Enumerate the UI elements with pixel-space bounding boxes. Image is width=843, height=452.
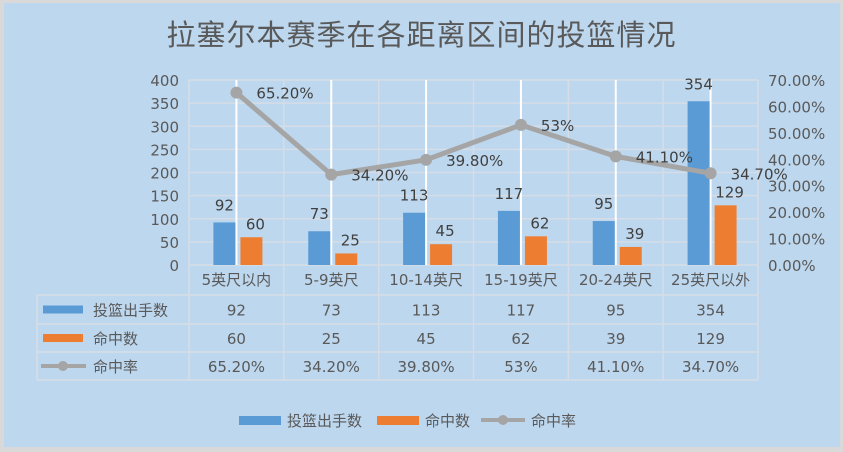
category-label: 25英尺以外 [671, 271, 750, 289]
rate-marker [420, 153, 433, 166]
rate-marker [325, 168, 338, 181]
right-axis-tick: 70.00% [768, 72, 825, 90]
data-label-made: 62 [530, 214, 549, 232]
left-axis-tick: 400 [150, 72, 179, 90]
data-label-made: 25 [341, 231, 360, 249]
right-axis-tick: 10.00% [768, 231, 825, 249]
left-axis-tick: 350 [150, 95, 179, 113]
right-axis-tick: 40.00% [768, 151, 825, 169]
table-row-label: 命中数 [93, 330, 138, 348]
table-cell: 39.80% [397, 358, 454, 376]
data-label-rate: 34.20% [351, 167, 408, 185]
table-cell: 45 [417, 330, 436, 348]
bar-attempts [403, 212, 426, 265]
rate-marker [609, 150, 622, 163]
table-cell: 65.20% [208, 358, 265, 376]
bar-made [240, 237, 263, 265]
right-axis-tick: 20.00% [768, 204, 825, 222]
data-label-made: 45 [436, 222, 455, 240]
table-cell: 62 [511, 330, 530, 348]
left-axis-tick: 0 [169, 257, 179, 275]
table-row-label: 命中率 [93, 358, 138, 376]
legend-label: 命中数 [425, 412, 470, 430]
bar-attempts [213, 222, 236, 265]
bar-attempts [687, 101, 710, 266]
rate-line [234, 90, 712, 178]
table-cell: 34.20% [303, 358, 360, 376]
rate-marker [230, 86, 243, 99]
right-axis-tick: 0.00% [768, 257, 816, 275]
data-label-attempts: 354 [684, 75, 713, 93]
left-axis-tick: 50 [160, 234, 179, 252]
bar-attempts [592, 221, 615, 265]
category-label: 15-19英尺 [484, 271, 558, 289]
left-axis-tick: 100 [150, 211, 179, 229]
legend-swatch [239, 416, 281, 425]
data-label-rate: 39.80% [446, 152, 503, 170]
table-cell: 129 [696, 330, 725, 348]
bar-made [524, 236, 547, 265]
data-label-made: 129 [715, 183, 744, 201]
data-label-rate: 41.10% [636, 148, 693, 166]
table-cell: 95 [606, 302, 625, 320]
legend-label: 投篮出手数 [287, 412, 362, 430]
right-axis-tick: 50.00% [768, 125, 825, 143]
rate-marker [704, 167, 717, 180]
category-label: 20-24英尺 [579, 271, 653, 289]
table-cell: 92 [227, 302, 246, 320]
data-label-rate: 34.70% [731, 165, 788, 183]
table-cell: 39 [606, 330, 625, 348]
table-cell: 34.70% [682, 358, 739, 376]
left-axis-tick: 150 [150, 188, 179, 206]
bar-attempts [308, 231, 331, 265]
data-label-attempts: 117 [495, 185, 524, 203]
right-axis-tick: 60.00% [768, 98, 825, 116]
data-label-made: 60 [246, 215, 265, 233]
chart-title: 拉塞尔本赛季在各距离区间的投篮情况 [166, 18, 677, 52]
bar-made [714, 205, 737, 265]
table-legend-swatch [43, 334, 83, 342]
table-cell: 113 [412, 302, 441, 320]
table-cell: 60 [227, 330, 246, 348]
table-cell: 354 [696, 302, 725, 320]
table-legend-swatch [43, 305, 83, 314]
right-axis-tick: 30.00% [768, 178, 825, 196]
data-label-made: 39 [625, 225, 644, 243]
rate-marker [514, 118, 527, 131]
table-cell: 73 [322, 302, 341, 320]
left-axis-tick: 250 [150, 141, 179, 159]
table-legend-marker [58, 361, 68, 371]
data-label-rate: 53% [541, 117, 574, 135]
data-label-attempts: 113 [400, 187, 429, 205]
table-cell: 117 [507, 302, 536, 320]
category-label: 10-14英尺 [389, 271, 463, 289]
bar-made [430, 244, 453, 265]
category-label: 5英尺以内 [202, 271, 272, 289]
left-axis-tick: 200 [150, 165, 179, 183]
table-cell: 41.10% [587, 358, 644, 376]
legend-swatch [377, 416, 419, 425]
left-axis-tick: 300 [150, 118, 179, 136]
table-cell: 53% [504, 358, 537, 376]
data-label-attempts: 73 [310, 205, 329, 223]
data-label-attempts: 95 [594, 195, 613, 213]
legend-marker [498, 415, 508, 425]
bar-made [335, 253, 358, 265]
data-label-attempts: 92 [215, 196, 234, 214]
category-label: 5-9英尺 [304, 271, 359, 289]
bar-made [619, 246, 642, 265]
table-row-label: 投篮出手数 [93, 302, 168, 320]
legend-label: 命中率 [531, 412, 576, 430]
bar-attempts [497, 210, 520, 265]
table-cell: 25 [322, 330, 341, 348]
data-label-rate: 65.20% [256, 85, 313, 103]
